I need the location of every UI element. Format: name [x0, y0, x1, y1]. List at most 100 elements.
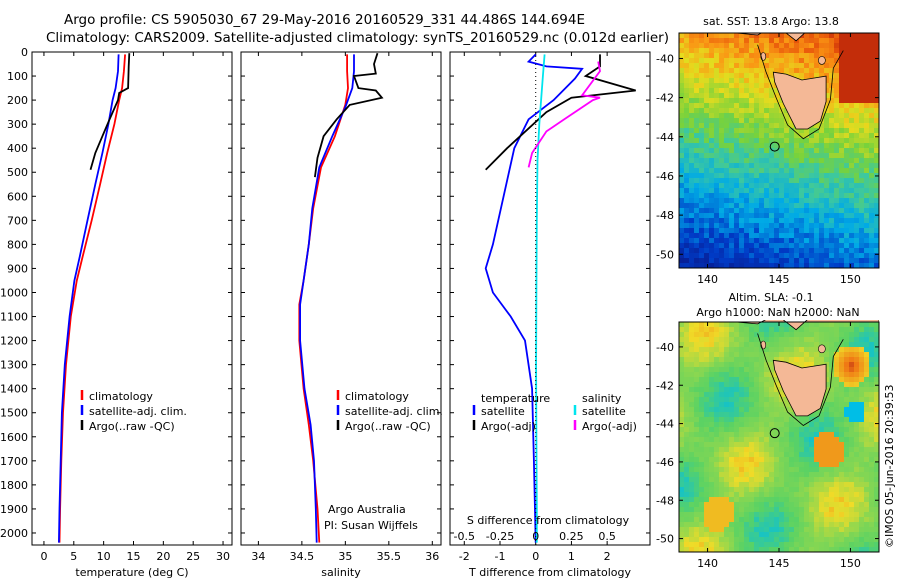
map-cell — [759, 253, 765, 259]
map-cell — [699, 53, 705, 59]
map-cell — [774, 38, 780, 44]
map-cell — [684, 203, 690, 209]
map-cell — [684, 467, 690, 473]
map-cell — [814, 148, 820, 154]
map-cell — [694, 447, 700, 453]
map-cell — [859, 198, 865, 204]
map-cell — [764, 178, 770, 184]
map-cell — [774, 502, 780, 508]
map-cell — [779, 133, 785, 139]
depth-tick-label: 1700 — [0, 455, 28, 468]
map-cell — [699, 502, 705, 508]
map-cell — [779, 188, 785, 194]
map-cell — [759, 123, 765, 129]
map-cell — [874, 532, 879, 538]
map-cell — [854, 467, 860, 473]
map-cell — [744, 372, 750, 378]
map-cell — [814, 412, 820, 418]
map-cell — [819, 118, 825, 124]
map-cell — [874, 48, 879, 54]
map-cell — [724, 213, 730, 219]
map-cell — [719, 113, 725, 119]
map-cell — [769, 58, 775, 64]
map-cell — [694, 477, 700, 483]
map-cell — [684, 78, 690, 84]
map-cell — [844, 507, 850, 513]
map-cell — [709, 63, 715, 69]
depth-tick-label: 1000 — [0, 286, 28, 299]
map-cell — [679, 512, 685, 518]
map-cell — [794, 238, 800, 244]
map-cell — [724, 322, 730, 328]
map-cell — [859, 417, 865, 423]
map-cell — [684, 163, 690, 169]
map-cell — [749, 472, 755, 478]
map-cell — [734, 103, 740, 109]
map-cell — [759, 477, 765, 483]
map-cell — [854, 193, 860, 199]
map-cell — [799, 53, 805, 59]
map-cell — [684, 108, 690, 114]
map-cell — [769, 347, 775, 353]
map-cell — [839, 53, 845, 59]
map-cell — [859, 442, 865, 448]
map-cell — [874, 392, 879, 398]
map-cell — [779, 198, 785, 204]
map-cell — [739, 337, 745, 343]
map-cell — [874, 263, 879, 268]
map-cell — [869, 387, 875, 393]
map-cell — [859, 352, 865, 358]
map-cell — [729, 492, 735, 498]
map-cell — [709, 163, 715, 169]
map-cell — [729, 203, 735, 209]
map-cell — [739, 43, 745, 49]
map-cell — [679, 347, 685, 353]
map-cell — [849, 163, 855, 169]
map-cell — [859, 243, 865, 249]
map-cell — [779, 537, 785, 543]
map-cell — [779, 113, 785, 119]
map-cell — [789, 133, 795, 139]
lat-tick-label: -44 — [656, 418, 674, 431]
map-cell — [814, 422, 820, 428]
map-cell — [734, 163, 740, 169]
map-cell — [779, 322, 785, 328]
map-cell — [829, 228, 835, 234]
map-cell — [719, 193, 725, 199]
map-field — [679, 33, 879, 268]
map-cell — [874, 507, 879, 513]
map-cell — [864, 522, 870, 528]
map-cell — [829, 462, 835, 468]
map-cell — [684, 397, 690, 403]
map-cell — [709, 537, 715, 543]
map-cell — [844, 158, 850, 164]
map-cell — [794, 148, 800, 154]
map-cell — [859, 123, 865, 129]
map-cell — [839, 203, 845, 209]
map-cell — [764, 342, 770, 348]
map-cell — [764, 93, 770, 99]
map-cell — [874, 357, 879, 363]
map-cell — [869, 58, 875, 64]
map-cell — [754, 193, 760, 199]
map-cell — [744, 477, 750, 483]
map-cell — [774, 93, 780, 99]
map-cell — [859, 507, 865, 513]
map-cell — [784, 452, 790, 458]
map-cell — [819, 208, 825, 214]
map-cell — [714, 63, 720, 69]
map-cell — [819, 532, 825, 538]
map-cell — [739, 347, 745, 353]
map-cell — [859, 228, 865, 234]
map-cell — [754, 432, 760, 438]
map-cell — [754, 118, 760, 124]
map-cell — [739, 467, 745, 473]
map-cell — [779, 63, 785, 69]
map-cell — [744, 517, 750, 523]
map-cell — [689, 537, 695, 543]
map-cell — [779, 457, 785, 463]
map-cell — [689, 427, 695, 433]
map-cell — [809, 522, 815, 528]
map-cell — [834, 43, 840, 49]
map-cell — [789, 327, 795, 333]
